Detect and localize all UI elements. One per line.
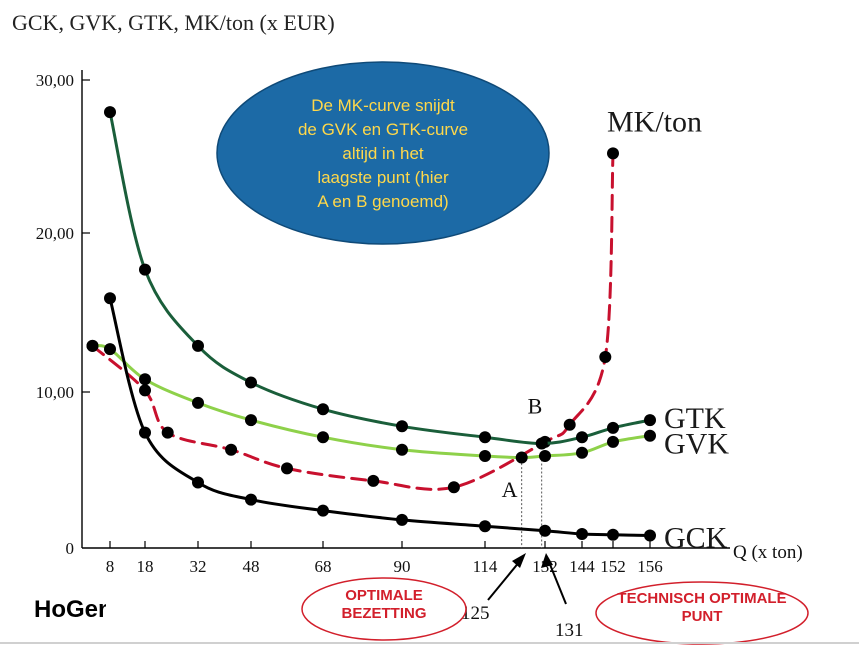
data-point-mk-ton xyxy=(139,384,151,397)
data-point-gtk xyxy=(644,414,656,427)
series-label-gtk: GTK xyxy=(664,402,726,435)
x-tick-label: 48 xyxy=(243,557,260,576)
data-point-gtk xyxy=(607,421,619,434)
series-layer xyxy=(86,106,656,542)
info-bubble: De MK-curve snijdt de GVK en GTK-curve alt… xyxy=(216,61,550,245)
data-point-mk-ton xyxy=(447,481,460,494)
data-point-mk-ton xyxy=(563,418,576,431)
callout-technisch-optimale-punt: TECHNISCH OPTIMALE PUNT xyxy=(595,581,809,645)
x-tick-label: 90 xyxy=(394,557,411,576)
data-point-gvk xyxy=(317,431,329,444)
callout-optimale-bezetting: OPTIMALE BEZETTING xyxy=(301,577,467,641)
info-bubble-text: De MK-curve snijdt de GVK en GTK-curve alt… xyxy=(298,96,468,211)
data-point-gtk xyxy=(245,376,257,389)
annotation-label-b: B xyxy=(528,393,543,418)
annotation-label-a: A xyxy=(502,477,518,502)
data-point-gtk xyxy=(479,431,491,444)
data-point-gvk xyxy=(576,446,588,459)
callout-optimale-bezetting-shape xyxy=(301,577,467,641)
data-point-gck xyxy=(539,524,551,537)
data-point-gck xyxy=(104,292,116,305)
data-point-gck xyxy=(607,528,619,541)
annotation-labels: AB xyxy=(502,393,543,502)
data-point-gtk xyxy=(317,403,329,416)
footer-divider xyxy=(0,642,859,644)
series-gck xyxy=(104,292,656,542)
marker-131: 131 xyxy=(555,620,584,641)
callout-technisch-optimale-punt-shape xyxy=(595,581,809,645)
data-point-gvk xyxy=(104,343,116,356)
series-label-gck: GCK xyxy=(664,522,728,555)
x-axis-ticks: 81832486890114132144152156 xyxy=(106,541,663,576)
info-bubble-shape xyxy=(216,61,550,245)
data-point-gvk xyxy=(396,443,408,456)
data-point-gck xyxy=(245,493,257,506)
y-axis-ticks: 0 10,00 20,00 30,00 xyxy=(36,71,90,558)
data-point-gck xyxy=(479,520,491,533)
data-point-mk-ton xyxy=(161,426,174,439)
series-gvk xyxy=(86,339,656,464)
data-point-gck xyxy=(576,528,588,540)
data-point-gvk xyxy=(479,450,491,462)
data-point-mk-ton xyxy=(281,462,293,475)
data-point-gtk xyxy=(104,106,116,119)
y-tick-label: 0 xyxy=(66,539,75,558)
hogent-logo: HoGent xyxy=(34,596,106,623)
x-tick-label: 32 xyxy=(190,557,207,576)
series-gtk xyxy=(104,106,656,450)
y-tick-label: 30,00 xyxy=(36,71,74,90)
data-point-gvk xyxy=(245,414,257,427)
arrow-125 xyxy=(487,553,526,601)
chart-title: GCK, GVK, GTK, MK/ton (x EUR) xyxy=(12,10,335,35)
series-line-gck xyxy=(108,296,652,537)
x-tick-label: 18 xyxy=(137,557,154,576)
y-tick-label: 20,00 xyxy=(36,224,74,243)
data-point-mk-ton xyxy=(599,351,612,363)
data-point-gvk xyxy=(539,450,551,462)
data-point-gck xyxy=(192,476,204,489)
data-point-gtk xyxy=(139,263,151,276)
data-point-gvk xyxy=(644,429,656,442)
data-point-gtk xyxy=(396,420,408,433)
data-point-mk-ton xyxy=(225,443,238,456)
data-point-mk-ton xyxy=(607,147,619,160)
data-point-gck xyxy=(644,529,656,542)
x-tick-label: 156 xyxy=(637,557,663,576)
arrow-131 xyxy=(541,553,567,605)
data-point-mk-ton xyxy=(367,474,380,487)
data-point-gtk xyxy=(535,437,548,450)
data-point-gvk xyxy=(86,339,99,352)
data-point-gvk xyxy=(139,373,151,386)
data-point-gtk xyxy=(576,431,588,444)
data-point-gvk xyxy=(515,451,528,464)
x-tick-label: 8 xyxy=(106,557,115,576)
data-point-gvk xyxy=(607,435,619,448)
data-point-gck xyxy=(396,513,408,526)
x-tick-label: 144 xyxy=(569,557,595,576)
x-tick-label: 114 xyxy=(473,557,498,576)
marker-125: 125 xyxy=(461,603,490,624)
x-tick-label: 68 xyxy=(315,557,332,576)
data-point-gvk xyxy=(192,396,204,409)
series-label-gvk: GVK xyxy=(664,428,729,461)
series-label-mk-ton: MK/ton xyxy=(607,105,702,138)
data-point-gtk xyxy=(192,339,204,352)
callout-technisch-optimale-punt-text: TECHNISCH OPTIMALE PUNT xyxy=(617,590,786,625)
callout-optimale-bezetting-text: OPTIMALE BEZETTING xyxy=(342,587,427,622)
x-axis-label: Q (x ton) xyxy=(733,542,803,563)
x-tick-label: 152 xyxy=(600,557,626,576)
data-point-gck xyxy=(317,504,329,517)
y-tick-label: 10,00 xyxy=(36,383,74,402)
data-point-gck xyxy=(139,426,151,439)
